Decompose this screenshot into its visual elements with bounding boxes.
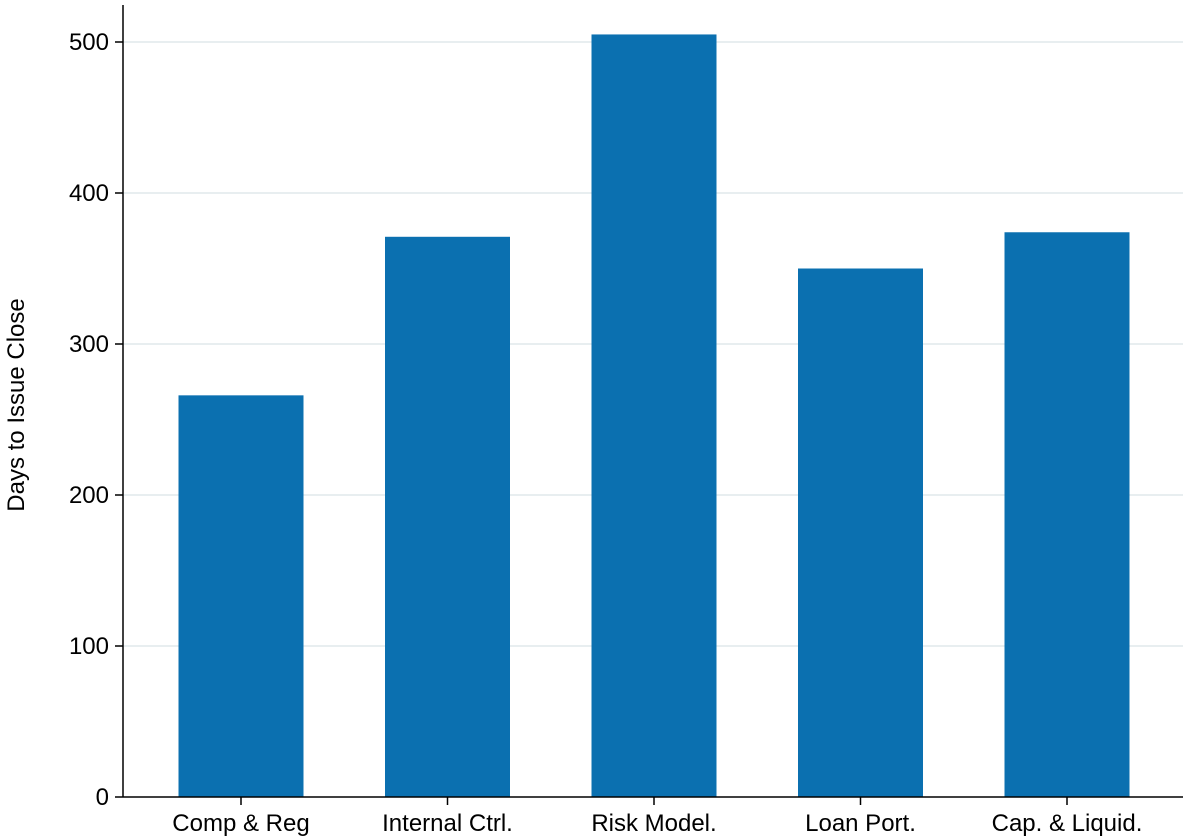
y-tick-label-100: 100: [69, 633, 109, 660]
bar-2: [385, 236, 510, 798]
bar-5: [1004, 232, 1130, 797]
x-tick-label-4: Loan Port.: [805, 810, 916, 837]
y-tick-label-0: 0: [96, 784, 109, 811]
y-tick-label-500: 500: [69, 29, 109, 56]
bar-1: [178, 395, 304, 797]
x-tick-label-2: Internal Ctrl.: [382, 810, 513, 837]
y-tick-label-200: 200: [69, 482, 109, 509]
y-axis-title: Days to Issue Close: [3, 298, 30, 511]
y-tick-label-400: 400: [69, 180, 109, 207]
bars: [178, 34, 1130, 798]
x-tick-label-3: Risk Model.: [591, 810, 716, 837]
y-tick-labels: 0 100 200 300 400 500: [69, 29, 123, 811]
bar-4: [798, 268, 923, 797]
axes: [122, 5, 1183, 798]
x-tick-labels: Comp & Reg Internal Ctrl. Risk Model. Loan …: [172, 797, 1142, 837]
x-tick-label-5: Cap. & Liquid.: [992, 810, 1143, 837]
x-tick-label-1: Comp & Reg: [172, 810, 309, 837]
y-tick-label-300: 300: [69, 331, 109, 358]
bar-3: [591, 34, 717, 797]
